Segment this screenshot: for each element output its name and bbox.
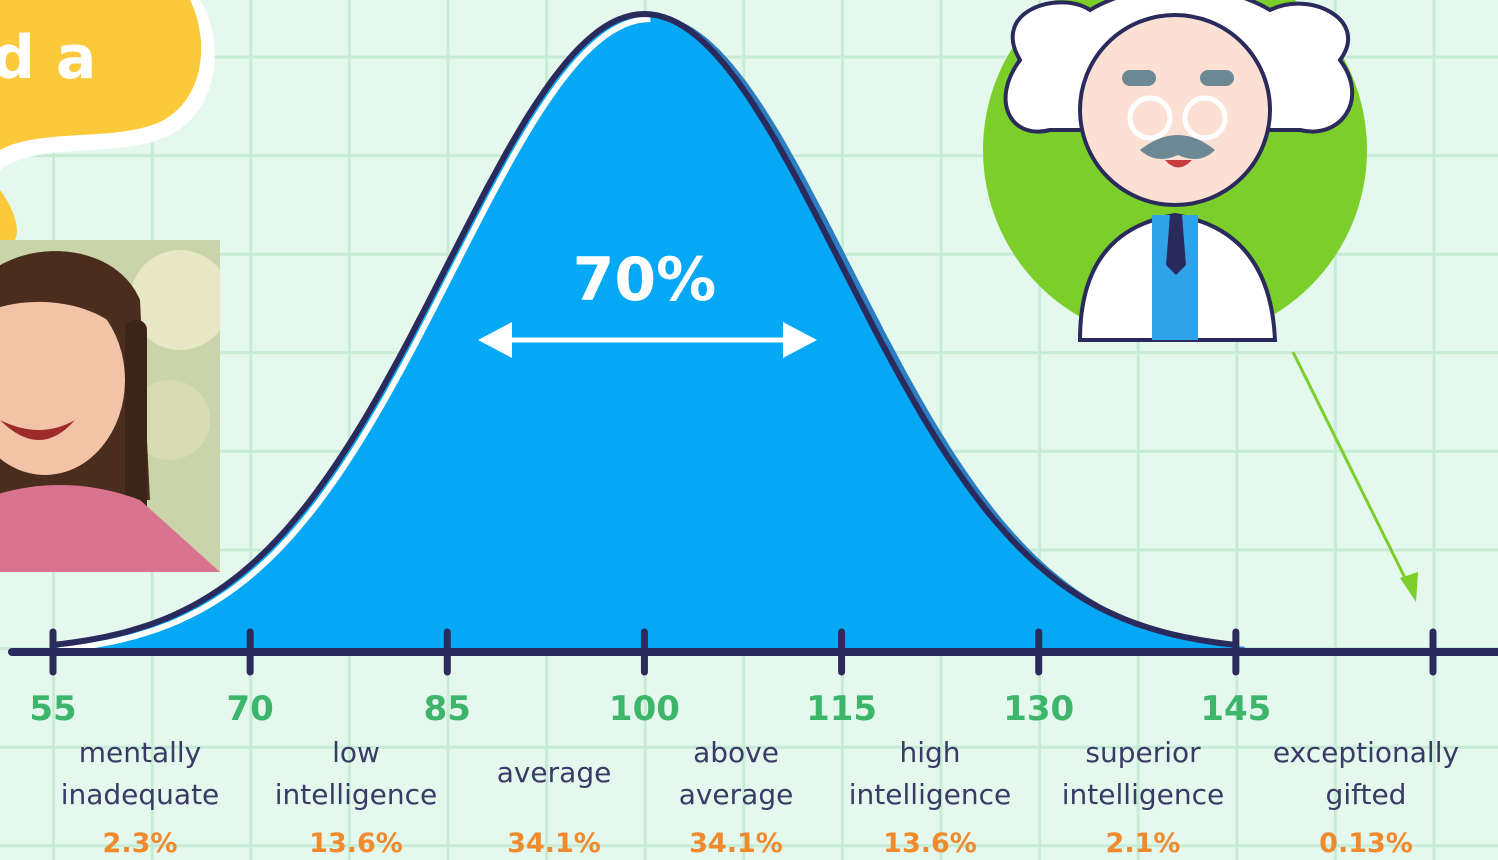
category-label: average [497, 756, 612, 789]
percent-label: 13.6% [309, 828, 403, 859]
percent-label: 13.6% [883, 828, 977, 859]
percent-label: 0.13% [1319, 828, 1413, 859]
percent-label: 34.1% [689, 828, 783, 859]
x-tick-label: 145 [1200, 689, 1271, 729]
chart: d a 70% 557085100115130145mentallyinadeq… [0, 0, 1498, 860]
range-label: 70% [573, 245, 717, 315]
percent-label: 34.1% [507, 828, 601, 859]
x-tick-label: 115 [806, 689, 877, 729]
percent-label: 2.1% [1106, 828, 1181, 859]
x-tick-label: 55 [29, 689, 76, 729]
x-tick-label: 100 [609, 689, 680, 729]
page: {"chart_data": { "type": "distribution",… [0, 0, 1498, 860]
photo [0, 240, 230, 572]
x-tick-label: 130 [1003, 689, 1074, 729]
x-tick-label: 70 [226, 689, 273, 729]
percent-label: 2.3% [103, 828, 178, 859]
x-tick-label: 85 [424, 689, 471, 729]
cropped-text: d a [0, 23, 96, 93]
